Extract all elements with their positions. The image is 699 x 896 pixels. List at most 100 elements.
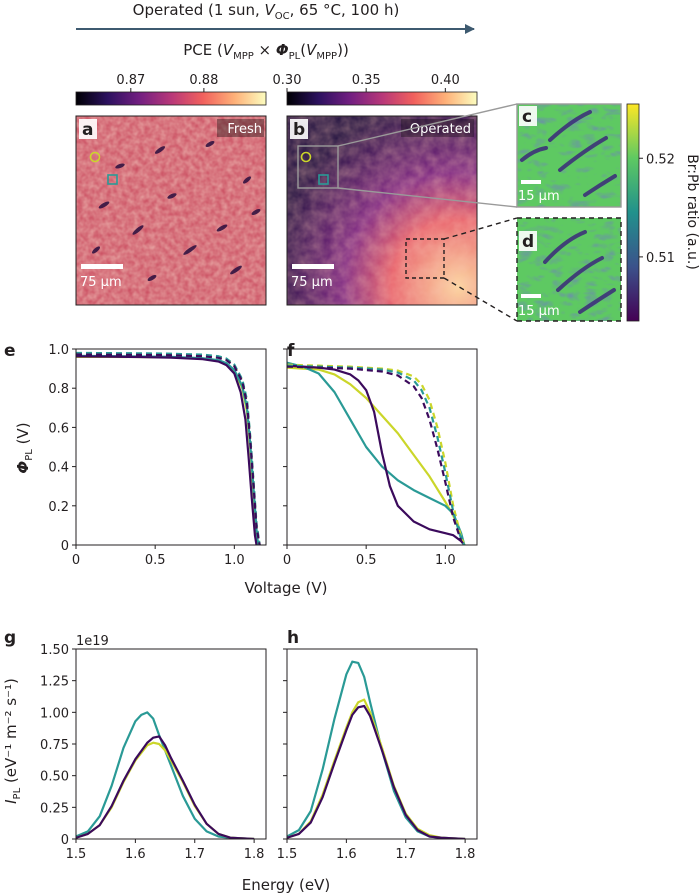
x-tick-label: 1.7 (184, 847, 205, 862)
panel-b-badge (290, 119, 308, 139)
panel-a-badge (79, 119, 97, 139)
series-line-purple (76, 735, 255, 839)
x-tick-label: 1.5 (277, 847, 298, 862)
x-tick-label: 1.6 (336, 847, 357, 862)
roi-square-teal-b (318, 174, 329, 185)
y-tick-label: 0 (61, 833, 69, 848)
scale-label-d: 15 µm (518, 304, 560, 319)
panel-h-letter: h (287, 628, 299, 648)
y-tick-label: 0.75 (40, 738, 69, 753)
y-tick-label: 0 (61, 539, 69, 554)
brpb-tick-label: 0.51 (646, 251, 675, 266)
brpb-colorbar-ticks: 0.52 0.51 (639, 152, 675, 266)
pce-phi: Φ (276, 41, 289, 59)
scale-label-b: 75 µm (291, 275, 333, 290)
x-tick-label: 0 (283, 553, 291, 568)
panel-c-letter: c (522, 107, 532, 127)
x-tick-label: 1.8 (455, 847, 476, 862)
pce-v: V (223, 41, 235, 59)
panel-d-badge (519, 231, 537, 251)
operation-voc: V (265, 1, 277, 19)
chart-panel-f: 0 0.5 1.0 (283, 348, 478, 568)
x-tick-label: 1.6 (125, 847, 146, 862)
brpb-colorbar-label: Br:Pb ratio (a.u.) (684, 154, 699, 270)
scale-bar-b (292, 264, 334, 269)
ylabel-phi-main: Φ (14, 461, 32, 474)
x-tick-label: 0 (72, 553, 80, 568)
chart-panel-g: 1.5 1.6 1.7 1.8 0 0.25 0.50 0.75 1.00 1.25 1.50 (40, 643, 267, 862)
panel-g-letter: g (4, 628, 16, 648)
map-a-tag-bg (217, 119, 264, 137)
pce-colorbar-title: PCE (VMPP × ΦPL(VMPP)) (183, 41, 349, 62)
pce-paren: ( (300, 41, 306, 59)
roi-circle-yellow-a (89, 151, 101, 163)
x-tick-label: 1.5 (66, 847, 87, 862)
series-line-purple-dashed (76, 353, 261, 545)
map-fresh-frame (75, 115, 267, 306)
pce-phi-sub: PL (289, 51, 301, 62)
panel-e-letter: e (4, 341, 16, 361)
map-operated (287, 116, 477, 305)
panel-c-badge (519, 106, 537, 126)
series-line-teal-dashed (76, 351, 261, 545)
pce-times: × (254, 41, 276, 59)
series-group (76, 351, 261, 545)
offset-text-1e19: 1e19 (76, 634, 109, 649)
pce-v-sub: MPP (233, 51, 254, 62)
plot-frame (75, 348, 267, 546)
chart-panel-h: 1.5 1.6 1.7 1.8 (277, 648, 478, 862)
x-tick-label: 1.0 (435, 553, 456, 568)
pce-v2-sub: MPP (316, 51, 337, 62)
series-line-teal (76, 354, 260, 545)
connector-c-bottom (337, 187, 518, 208)
pce-suffix: )) (337, 41, 349, 59)
colorbar-tick-label: 0.87 (116, 73, 145, 88)
pce-v2: V (306, 41, 318, 59)
plot-frame (286, 348, 478, 546)
map-operated-frame (286, 115, 478, 306)
series-line-purple (76, 355, 258, 545)
y-tick-label: 0.6 (48, 421, 69, 436)
y-tick-label: 0.25 (40, 801, 69, 816)
panel-b-letter: b (293, 120, 305, 140)
plot-frame (75, 648, 267, 840)
series-group (76, 711, 255, 839)
colorbar-tick-label: 0.35 (352, 73, 381, 88)
pce-prefix: PCE ( (183, 41, 223, 59)
operation-voc-sub: OC (275, 11, 290, 22)
series-group (287, 660, 466, 839)
map-a-tag: Fresh (227, 122, 262, 137)
colorbar-tick-label: 0.40 (431, 73, 460, 88)
colorbar-fresh-ticks: 0.87 0.88 (116, 73, 218, 92)
map-b-tag: Operated (410, 122, 471, 137)
x-tick-label: 1.0 (224, 553, 245, 568)
map-b-tag-bg (401, 119, 474, 137)
ylabel-i-sub: PL (12, 787, 23, 799)
x-tick-label: 0.5 (356, 553, 377, 568)
x-tick-label: 1.8 (244, 847, 265, 862)
zoom-box-c (297, 145, 339, 189)
y-tick-label: 0.2 (48, 500, 69, 515)
scale-bar-c (521, 180, 541, 184)
y-tick-label: 0.8 (48, 382, 69, 397)
xlabel-energy: Energy (eV) (242, 876, 330, 894)
brpb-colorbar (626, 103, 640, 322)
y-tick-label: 1.25 (40, 675, 69, 690)
colorbar-fresh (75, 91, 267, 106)
map-d-frame (516, 217, 622, 322)
ylabel-phi-sub: PL (24, 449, 35, 461)
scale-bar-a (81, 264, 123, 269)
x-tick-label: 1.7 (395, 847, 416, 862)
series-line-purple (287, 704, 466, 839)
scale-label-a: 75 µm (80, 275, 122, 290)
y-tick-label: 1.0 (48, 343, 69, 358)
colorbar-tick-label: 0.30 (273, 73, 302, 88)
scale-bar-d (521, 294, 541, 298)
ylabel-phi-pl: ΦPL (V) (14, 422, 35, 473)
ylabel-phi-unit: (V) (14, 422, 32, 449)
operation-post: , 65 °C, 100 h) (290, 1, 400, 19)
series-line-yellow (287, 366, 466, 545)
colorbar-operated (286, 91, 478, 106)
map-fresh (76, 116, 266, 305)
